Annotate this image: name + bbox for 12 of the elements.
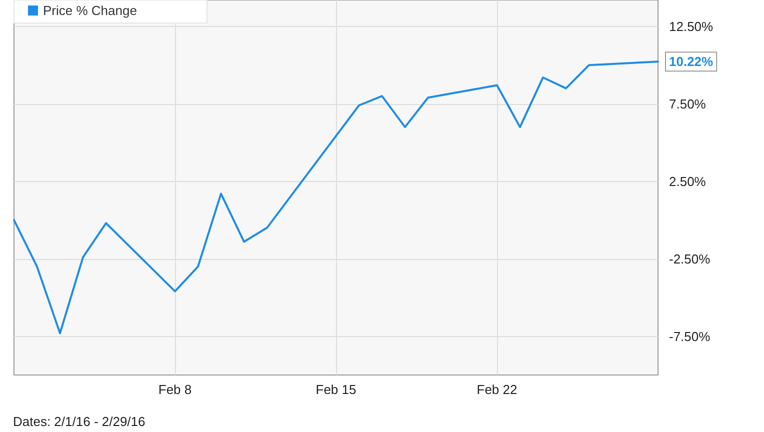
y-tick-label: 12.50% — [669, 18, 714, 34]
y-tick-label: -2.50% — [669, 251, 711, 266]
y-tick-label: 7.50% — [669, 96, 706, 112]
x-tick-label: Feb 22 — [476, 382, 518, 397]
legend-label: Price % Change — [43, 3, 137, 18]
line-series — [13, 60, 659, 334]
y-tick-label: -7.50% — [669, 328, 711, 344]
data-label: 10.22% — [669, 54, 714, 70]
text: Dates: 2/1/16 - 2/29/16 — [13, 414, 146, 429]
y-tick-label: 2.50% — [669, 174, 706, 189]
x-tick-label: Feb 15 — [316, 382, 356, 397]
x-tick-label: Feb 8 — [158, 382, 192, 397]
